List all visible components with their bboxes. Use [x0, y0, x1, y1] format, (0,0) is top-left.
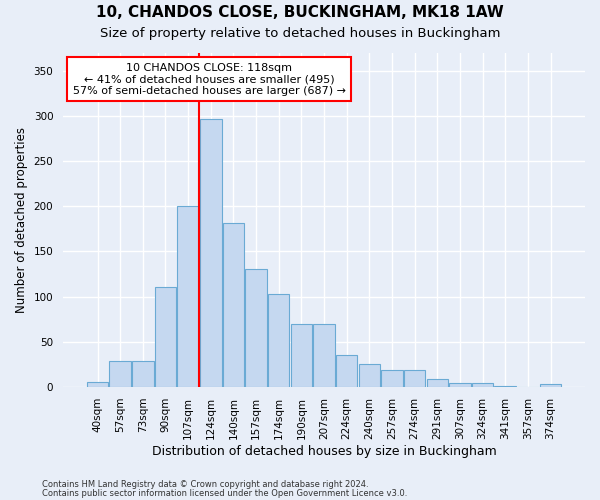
Text: Size of property relative to detached houses in Buckingham: Size of property relative to detached ho… [100, 28, 500, 40]
Bar [494, 386, 516, 387]
Bar [359, 364, 380, 387]
Y-axis label: Number of detached properties: Number of detached properties [15, 127, 28, 313]
Bar [449, 382, 470, 387]
Bar [472, 384, 493, 387]
Text: 10 CHANDOS CLOSE: 118sqm
← 41% of detached houses are smaller (495)
57% of semi-: 10 CHANDOS CLOSE: 118sqm ← 41% of detach… [73, 62, 346, 96]
Bar [155, 286, 176, 387]
Bar [132, 361, 154, 387]
Bar [404, 370, 425, 387]
Text: 10, CHANDOS CLOSE, BUCKINGHAM, MK18 1AW: 10, CHANDOS CLOSE, BUCKINGHAM, MK18 1AW [96, 5, 504, 20]
Bar [223, 224, 244, 387]
Bar [109, 361, 131, 387]
Text: Contains HM Land Registry data © Crown copyright and database right 2024.: Contains HM Land Registry data © Crown c… [42, 480, 368, 489]
Bar [427, 379, 448, 387]
Bar [245, 268, 267, 387]
Bar [540, 384, 561, 387]
Bar [290, 324, 312, 387]
Bar [336, 354, 358, 387]
Bar [268, 294, 289, 387]
Bar [313, 324, 335, 387]
Bar [87, 382, 108, 387]
Text: Contains public sector information licensed under the Open Government Licence v3: Contains public sector information licen… [42, 488, 407, 498]
X-axis label: Distribution of detached houses by size in Buckingham: Distribution of detached houses by size … [152, 444, 496, 458]
Bar [381, 370, 403, 387]
Bar [200, 120, 221, 387]
Bar [178, 206, 199, 387]
